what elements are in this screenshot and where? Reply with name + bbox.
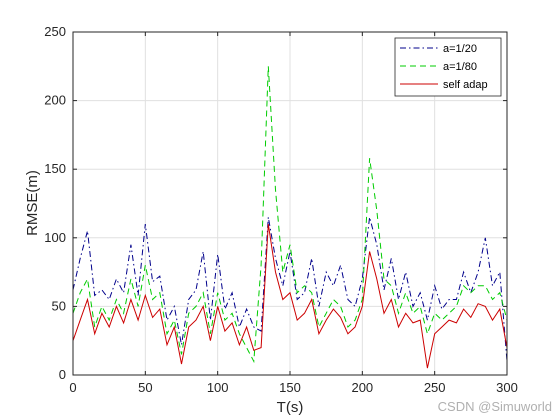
y-tick-label: 150	[44, 161, 66, 176]
legend: a=1/20 a=1/80 self adap	[394, 37, 502, 97]
x-tick-label: 50	[138, 380, 152, 395]
legend-label-2: a=1/80	[443, 61, 477, 73]
series-line-3	[72, 224, 508, 369]
series-line-1	[72, 217, 508, 362]
series-group	[72, 66, 508, 369]
legend-box	[394, 37, 502, 97]
series-line-2	[72, 66, 508, 364]
y-axis-ticks: 0 50 100 150 200 250	[44, 24, 507, 382]
x-tick-label: 300	[496, 380, 518, 395]
watermark-text: CSDN @Simuworld	[437, 399, 552, 414]
y-axis-label: RMSE(m)	[24, 170, 41, 236]
x-tick-label: 250	[424, 380, 446, 395]
x-axis-label: T(s)	[277, 399, 304, 416]
x-tick-label: 150	[279, 380, 301, 395]
x-axis-ticks: 0 50 100 150 200 250 300	[69, 32, 518, 395]
y-tick-label: 100	[44, 230, 66, 245]
x-tick-label: 100	[207, 380, 229, 395]
x-tick-label: 0	[69, 380, 76, 395]
y-tick-label: 50	[52, 298, 66, 313]
legend-label-3: self adap	[443, 79, 488, 91]
y-tick-label: 250	[44, 24, 66, 39]
y-tick-label: 200	[44, 93, 66, 108]
x-tick-label: 200	[351, 380, 373, 395]
y-tick-label: 0	[59, 367, 66, 382]
legend-label-1: a=1/20	[443, 43, 477, 55]
